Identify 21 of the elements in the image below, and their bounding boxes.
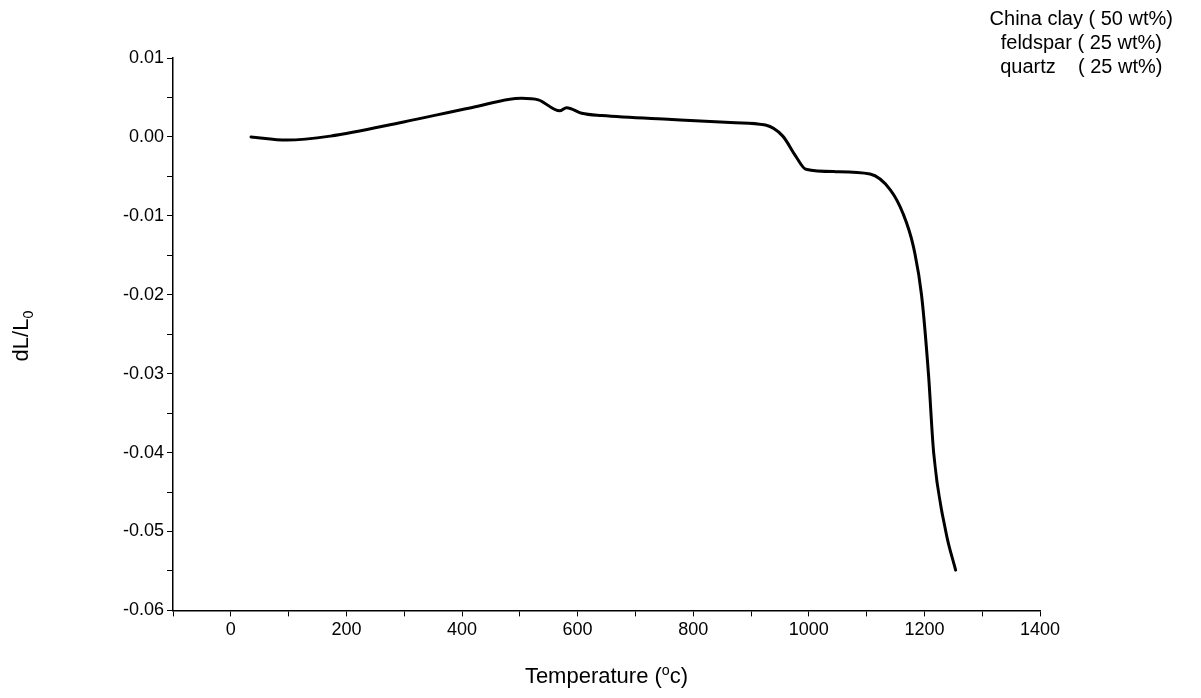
x-tick-label: 600 bbox=[562, 619, 593, 640]
x-tick-label: 200 bbox=[331, 619, 362, 640]
x-axis-title: Temperature ($^{o}$c) bbox=[523, 662, 690, 690]
y-tick-label: -0.02 bbox=[122, 283, 164, 304]
x-tick-label: 800 bbox=[678, 619, 709, 640]
annotation: quartz ( 25 wt%) bbox=[1000, 55, 1163, 77]
y-tick-label: -0.05 bbox=[122, 520, 164, 541]
y-tick-label: 0.01 bbox=[128, 46, 164, 67]
y-tick-label: 0.00 bbox=[128, 125, 164, 146]
y-tick-label: -0.03 bbox=[122, 362, 164, 383]
y-tick-label: -0.06 bbox=[122, 599, 164, 620]
text: feldspar ( 25 wt%) bbox=[1000, 31, 1162, 53]
y-tick-label: -0.01 bbox=[122, 204, 164, 225]
x-tick-label: 400 bbox=[446, 619, 478, 640]
x-tick-label: 1400 bbox=[1019, 619, 1061, 640]
x-tick-label: 1200 bbox=[904, 619, 945, 640]
text: China clay ( 50 wt%) bbox=[989, 7, 1173, 29]
line-series bbox=[249, 96, 958, 572]
y-tick-label: -0.04 bbox=[122, 441, 164, 462]
x-tick-label: 1000 bbox=[788, 619, 829, 640]
x-tick-label: 0 bbox=[225, 619, 236, 640]
